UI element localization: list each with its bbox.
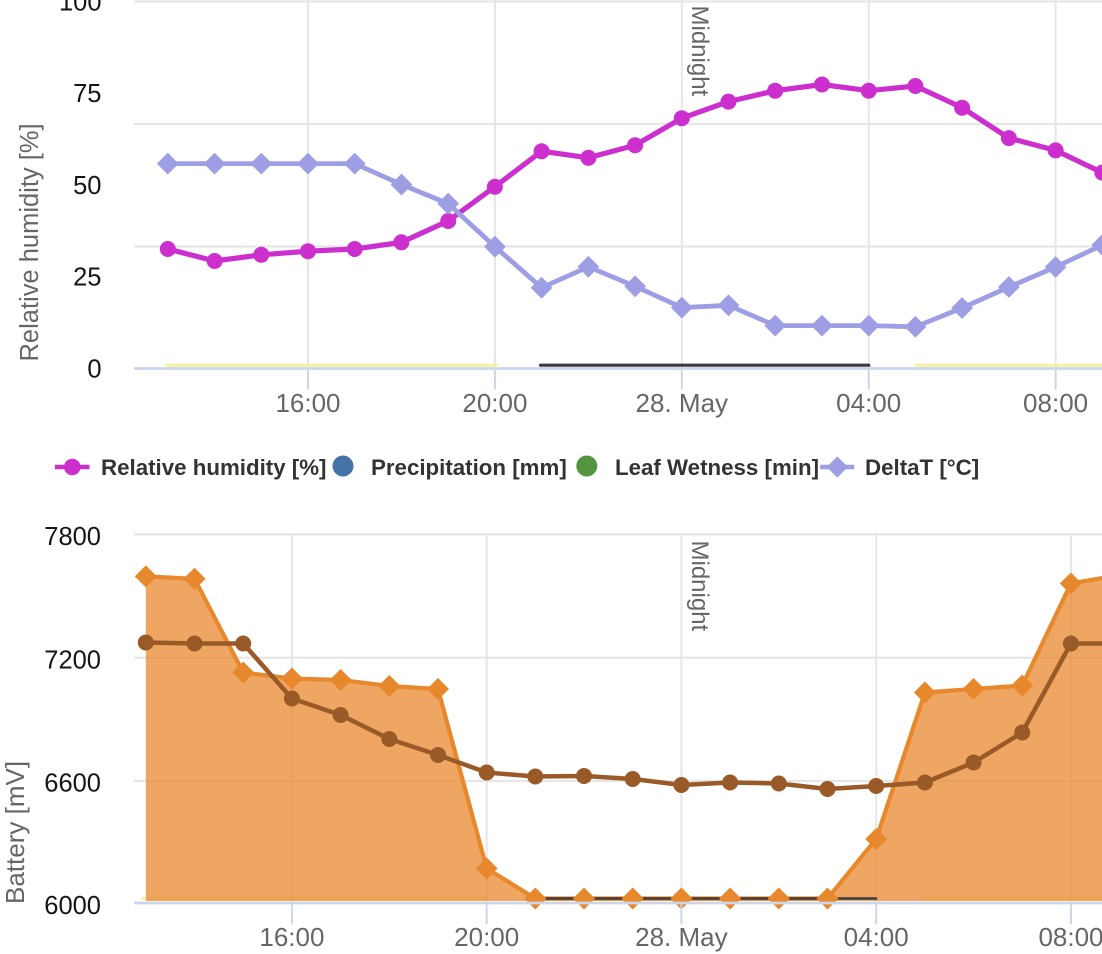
svg-text:75: 75 [73,80,101,108]
svg-text:16:00: 16:00 [275,388,340,418]
svg-text:08:00: 08:00 [1038,922,1102,952]
svg-text:04:00: 04:00 [844,922,909,952]
svg-text:25: 25 [73,264,101,292]
svg-text:20:00: 20:00 [454,922,519,952]
svg-text:20:00: 20:00 [462,388,527,418]
svg-text:08:00: 08:00 [1023,388,1088,418]
svg-text:28. May: 28. May [636,388,729,418]
svg-text:Relative humidity [%]: Relative humidity [%] [101,455,326,480]
svg-text:Midnight: Midnight [686,541,713,632]
svg-text:28. May: 28. May [635,922,728,952]
svg-text:Midnight: Midnight [686,6,713,97]
svg-text:100: 100 [59,0,102,17]
svg-text:6600: 6600 [44,770,101,798]
svg-text:DeltaT [°C]: DeltaT [°C] [865,455,979,480]
svg-text:7200: 7200 [44,646,101,674]
svg-text:0: 0 [87,355,101,383]
svg-text:7800: 7800 [44,523,101,551]
svg-text:50: 50 [73,172,101,200]
svg-text:6000: 6000 [44,892,101,920]
svg-text:Battery [mV]: Battery [mV] [0,761,30,904]
svg-text:16:00: 16:00 [259,922,324,952]
svg-text:Leaf Wetness [min]: Leaf Wetness [min] [615,455,819,480]
svg-text:04:00: 04:00 [836,388,901,418]
svg-text:Precipitation [mm]: Precipitation [mm] [371,455,567,480]
svg-text:Relative humidity [%]: Relative humidity [%] [16,123,44,361]
